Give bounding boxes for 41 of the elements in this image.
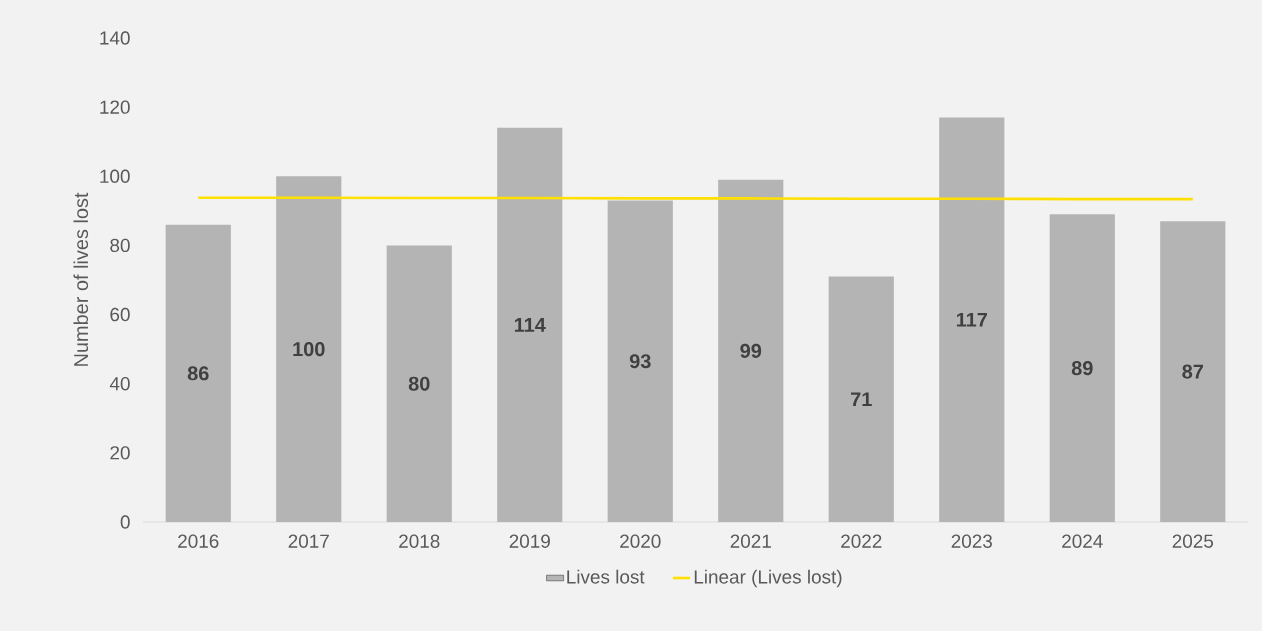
data-label: 99	[740, 343, 762, 358]
x-tick-label: 2021	[730, 534, 771, 548]
y-tick-label: 40	[109, 377, 130, 391]
bar	[386, 245, 452, 522]
legend-label: Lives lost	[567, 569, 645, 584]
bar	[828, 276, 894, 522]
data-label: 80	[408, 376, 430, 391]
bar	[1160, 221, 1226, 522]
data-label: 89	[1071, 361, 1093, 376]
y-axis-title: Number of lives lost	[73, 192, 89, 366]
x-tick-label: 2024	[1062, 534, 1103, 548]
data-label: 87	[1182, 364, 1203, 379]
bar	[939, 117, 1005, 522]
x-tick-label: 2020	[620, 534, 661, 548]
y-tick-label: 0	[120, 515, 130, 529]
x-tick-label: 2017	[288, 534, 329, 548]
x-tick-label: 2019	[509, 534, 550, 548]
x-tick-label: 2022	[841, 534, 882, 548]
x-tick-label: 2025	[1172, 534, 1214, 548]
data-label: 86	[187, 366, 209, 381]
y-tick-label: 120	[100, 100, 130, 114]
data-label: 71	[851, 392, 872, 407]
y-tick-label: 60	[110, 307, 130, 322]
x-tick-label: 2023	[951, 534, 992, 548]
data-label: 117	[956, 312, 987, 327]
bar	[607, 200, 673, 522]
data-label: 93	[629, 354, 651, 369]
y-tick-label: 80	[110, 238, 130, 253]
y-tick-label: 140	[100, 31, 130, 45]
y-tick-label: 20	[110, 446, 130, 460]
legend-label: Linear (Lives lost)	[694, 569, 842, 588]
data-label: 100	[293, 342, 325, 357]
bar	[1049, 214, 1115, 522]
bar	[165, 224, 231, 522]
bar	[497, 127, 563, 522]
bar	[276, 176, 342, 522]
y-tick-label: 100	[100, 169, 130, 183]
data-label: 114	[514, 318, 546, 332]
x-tick-label: 2016	[178, 534, 219, 548]
bar	[718, 179, 784, 522]
x-tick-label: 2018	[399, 534, 440, 548]
